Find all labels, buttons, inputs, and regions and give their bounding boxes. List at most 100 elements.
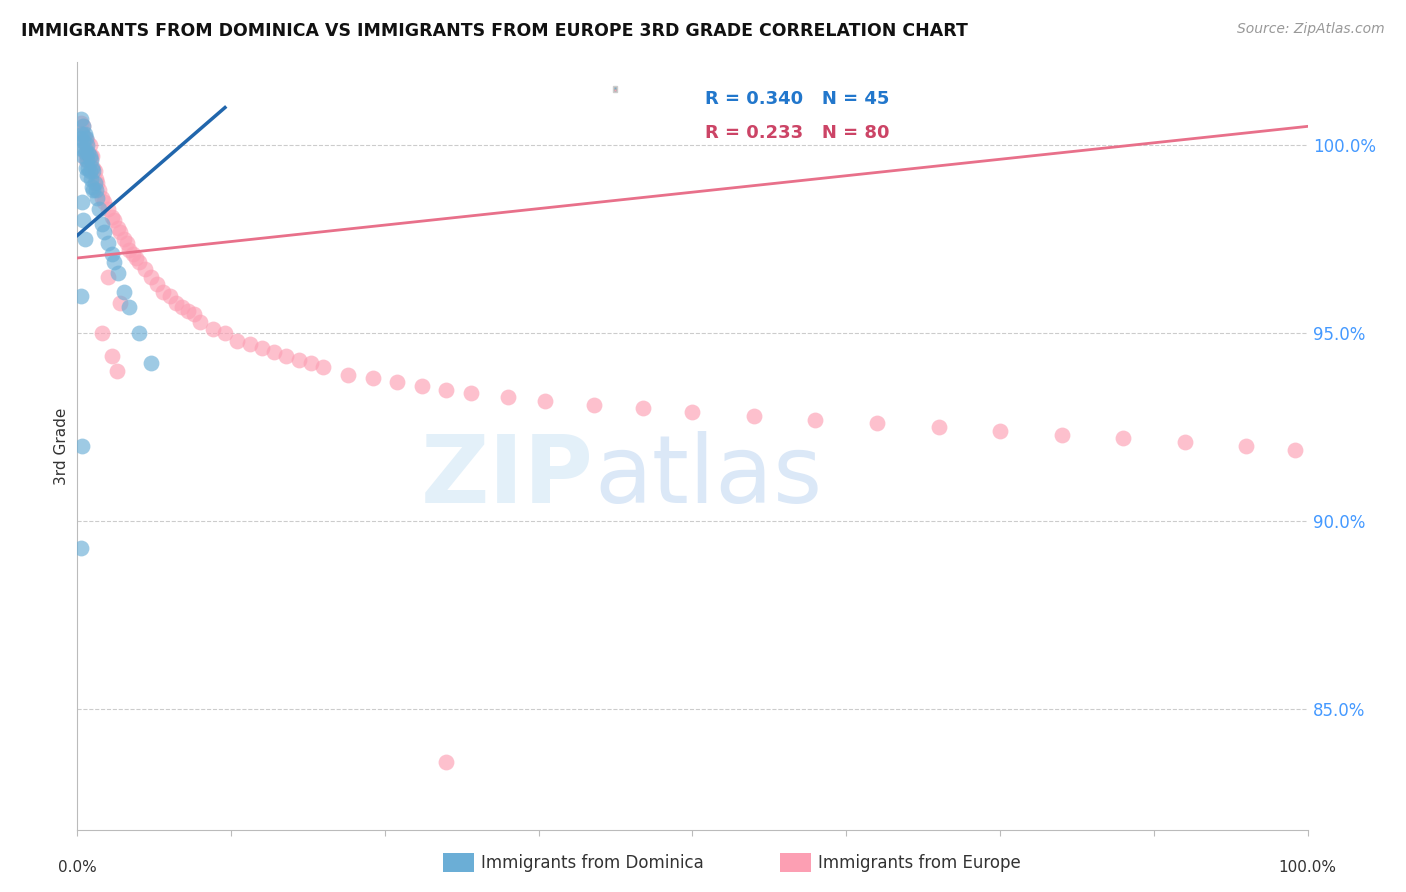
Text: R = 0.233   N = 80: R = 0.233 N = 80 bbox=[704, 124, 889, 142]
Point bbox=[103, 254, 125, 268]
Point bbox=[928, 420, 950, 434]
Point bbox=[79, 153, 101, 168]
Point bbox=[112, 232, 135, 246]
Point bbox=[73, 232, 96, 246]
Point bbox=[77, 145, 100, 160]
Point bbox=[385, 375, 409, 389]
Legend: , : , bbox=[613, 87, 617, 92]
Point bbox=[76, 168, 98, 182]
Point bbox=[84, 183, 107, 197]
Point bbox=[110, 296, 132, 310]
Point bbox=[633, 401, 655, 416]
Point bbox=[80, 153, 103, 168]
Text: Source: ZipAtlas.com: Source: ZipAtlas.com bbox=[1237, 22, 1385, 37]
Point bbox=[239, 337, 262, 351]
Point bbox=[103, 213, 125, 227]
Point bbox=[128, 326, 150, 341]
Point bbox=[77, 161, 100, 175]
Point bbox=[82, 164, 104, 178]
Point bbox=[90, 217, 114, 231]
Point bbox=[134, 262, 156, 277]
Point bbox=[460, 386, 482, 401]
Point bbox=[76, 135, 98, 149]
Point bbox=[70, 112, 93, 126]
Point bbox=[72, 213, 94, 227]
Point bbox=[93, 225, 115, 239]
Point bbox=[436, 755, 458, 769]
Text: 0.0%: 0.0% bbox=[58, 860, 97, 875]
Point bbox=[201, 322, 224, 336]
Point bbox=[72, 120, 94, 134]
Point bbox=[361, 371, 384, 385]
Point bbox=[76, 149, 98, 163]
Point bbox=[682, 405, 704, 419]
Point bbox=[177, 303, 200, 318]
Point bbox=[70, 130, 93, 145]
Y-axis label: 3rd Grade: 3rd Grade bbox=[53, 408, 69, 484]
Point bbox=[72, 149, 94, 163]
Text: Immigrants from Dominica: Immigrants from Dominica bbox=[481, 854, 703, 871]
Point bbox=[159, 288, 181, 302]
Text: Immigrants from Europe: Immigrants from Europe bbox=[818, 854, 1021, 871]
Point bbox=[1284, 442, 1306, 457]
Point bbox=[82, 161, 104, 175]
Point bbox=[83, 176, 105, 190]
Point bbox=[70, 194, 93, 209]
Point bbox=[141, 269, 163, 284]
Point bbox=[73, 142, 96, 156]
Point bbox=[128, 254, 150, 268]
Point bbox=[804, 412, 827, 426]
Point bbox=[411, 379, 433, 393]
Point bbox=[170, 300, 193, 314]
Point bbox=[82, 183, 104, 197]
Point bbox=[250, 341, 273, 355]
Point bbox=[80, 172, 103, 186]
Point bbox=[141, 356, 163, 370]
Point bbox=[86, 176, 108, 190]
Point bbox=[742, 409, 765, 423]
Point bbox=[76, 138, 98, 153]
Text: IMMIGRANTS FROM DOMINICA VS IMMIGRANTS FROM EUROPE 3RD GRADE CORRELATION CHART: IMMIGRANTS FROM DOMINICA VS IMMIGRANTS F… bbox=[21, 22, 967, 40]
Point bbox=[79, 138, 101, 153]
Point bbox=[188, 315, 212, 329]
Point bbox=[118, 244, 141, 258]
Point bbox=[89, 202, 111, 216]
Point bbox=[70, 541, 93, 555]
Text: 100.0%: 100.0% bbox=[1278, 860, 1337, 875]
Point bbox=[70, 115, 93, 129]
Point bbox=[988, 424, 1011, 438]
Point bbox=[866, 417, 889, 431]
Point bbox=[76, 153, 98, 168]
Point bbox=[79, 149, 101, 163]
Point bbox=[107, 266, 129, 280]
Point bbox=[101, 247, 124, 261]
Point bbox=[75, 130, 97, 145]
Point bbox=[312, 359, 335, 374]
Point bbox=[86, 191, 108, 205]
Point bbox=[70, 127, 93, 141]
Point bbox=[72, 135, 94, 149]
Point bbox=[84, 172, 107, 186]
Point bbox=[337, 368, 360, 382]
Point bbox=[226, 334, 249, 348]
Point bbox=[112, 285, 135, 299]
Point bbox=[263, 345, 285, 359]
Point bbox=[1112, 432, 1135, 446]
Point bbox=[70, 288, 93, 302]
Point bbox=[72, 135, 94, 149]
Point bbox=[1050, 427, 1073, 442]
Point bbox=[75, 138, 97, 153]
Point bbox=[97, 269, 120, 284]
Point bbox=[75, 153, 97, 168]
Point bbox=[77, 145, 100, 160]
Point bbox=[70, 142, 93, 156]
Text: R = 0.340   N = 45: R = 0.340 N = 45 bbox=[704, 90, 889, 108]
Point bbox=[97, 235, 120, 250]
Point bbox=[75, 145, 97, 160]
Point bbox=[105, 364, 128, 378]
Point bbox=[70, 127, 93, 141]
Point bbox=[93, 194, 115, 209]
Point bbox=[70, 439, 93, 453]
Point bbox=[214, 326, 236, 341]
Point bbox=[118, 300, 141, 314]
